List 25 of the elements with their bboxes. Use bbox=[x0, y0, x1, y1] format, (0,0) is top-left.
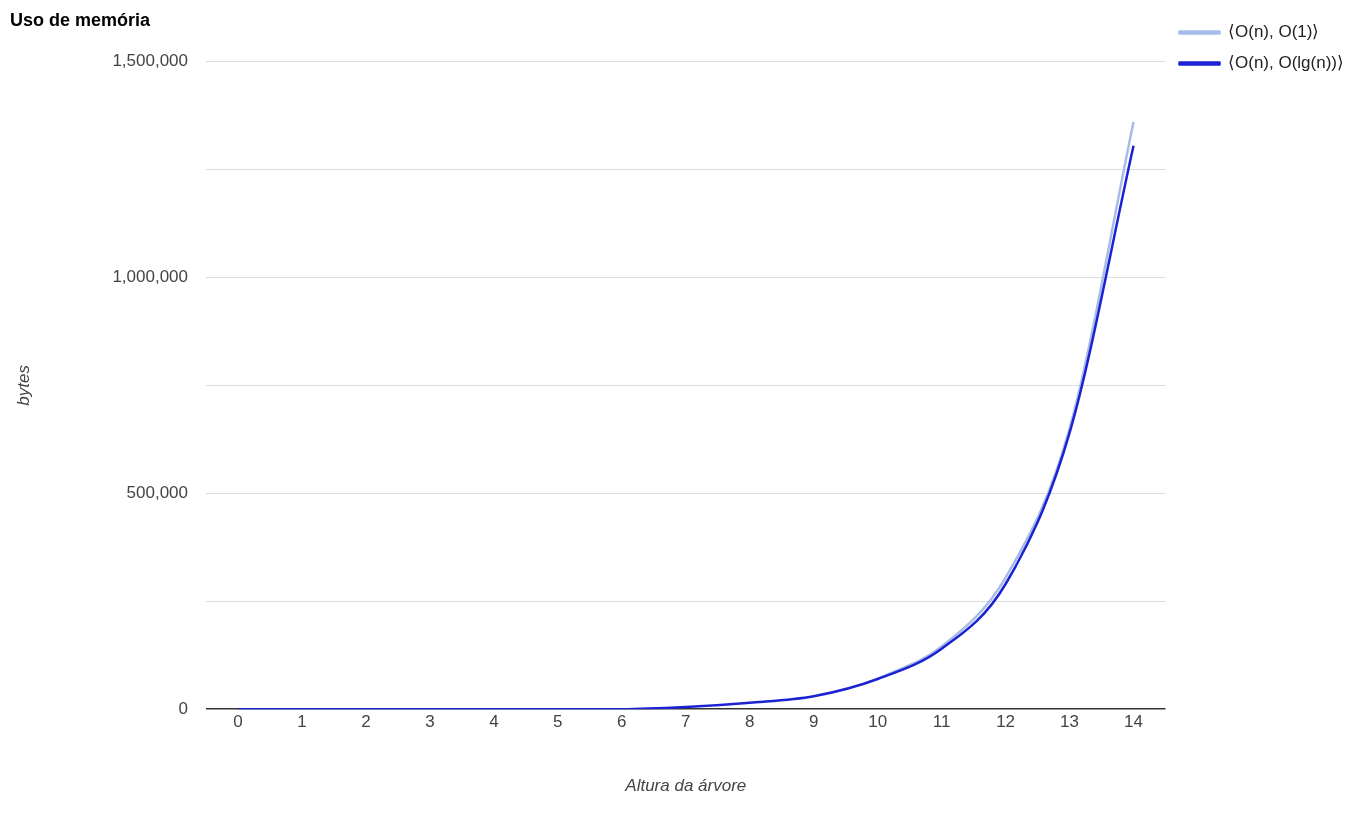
x-tick-label: 14 bbox=[1124, 712, 1143, 732]
x-tick-label: 3 bbox=[425, 712, 435, 732]
x-tick-label: 7 bbox=[681, 712, 691, 732]
y-tick-label: 1,000,000 bbox=[112, 267, 189, 287]
chart-title: Uso de memória bbox=[10, 9, 152, 30]
x-tick-label: 12 bbox=[996, 712, 1016, 732]
x-tick-label: 13 bbox=[1060, 712, 1080, 732]
legend-label: ⟨O(n), O(1)⟩ bbox=[1228, 22, 1320, 42]
y-tick-label: 500,000 bbox=[126, 483, 189, 503]
x-tick-label: 8 bbox=[744, 712, 755, 732]
line-series bbox=[236, 144, 1135, 710]
x-tick-label: 6 bbox=[617, 712, 627, 732]
x-tick-label: 5 bbox=[553, 712, 563, 732]
x-tick-label: 2 bbox=[361, 712, 371, 732]
x-tick-label: 4 bbox=[489, 712, 499, 732]
y-tick-label: 0 bbox=[178, 698, 189, 718]
x-tick-label: 1 bbox=[297, 712, 307, 732]
x-tick-label: 9 bbox=[808, 712, 819, 732]
y-axis-title: bytes bbox=[13, 364, 33, 406]
x-axis-title: Altura da árvore bbox=[624, 775, 747, 795]
x-tick-label: 0 bbox=[233, 712, 243, 732]
legend-label: ⟨O(n), O(lg(n))⟩ bbox=[1228, 53, 1344, 73]
y-tick-label: 1,500,000 bbox=[112, 51, 189, 71]
x-tick-label: 10 bbox=[868, 712, 888, 732]
x-tick-label: 11 bbox=[932, 712, 951, 732]
